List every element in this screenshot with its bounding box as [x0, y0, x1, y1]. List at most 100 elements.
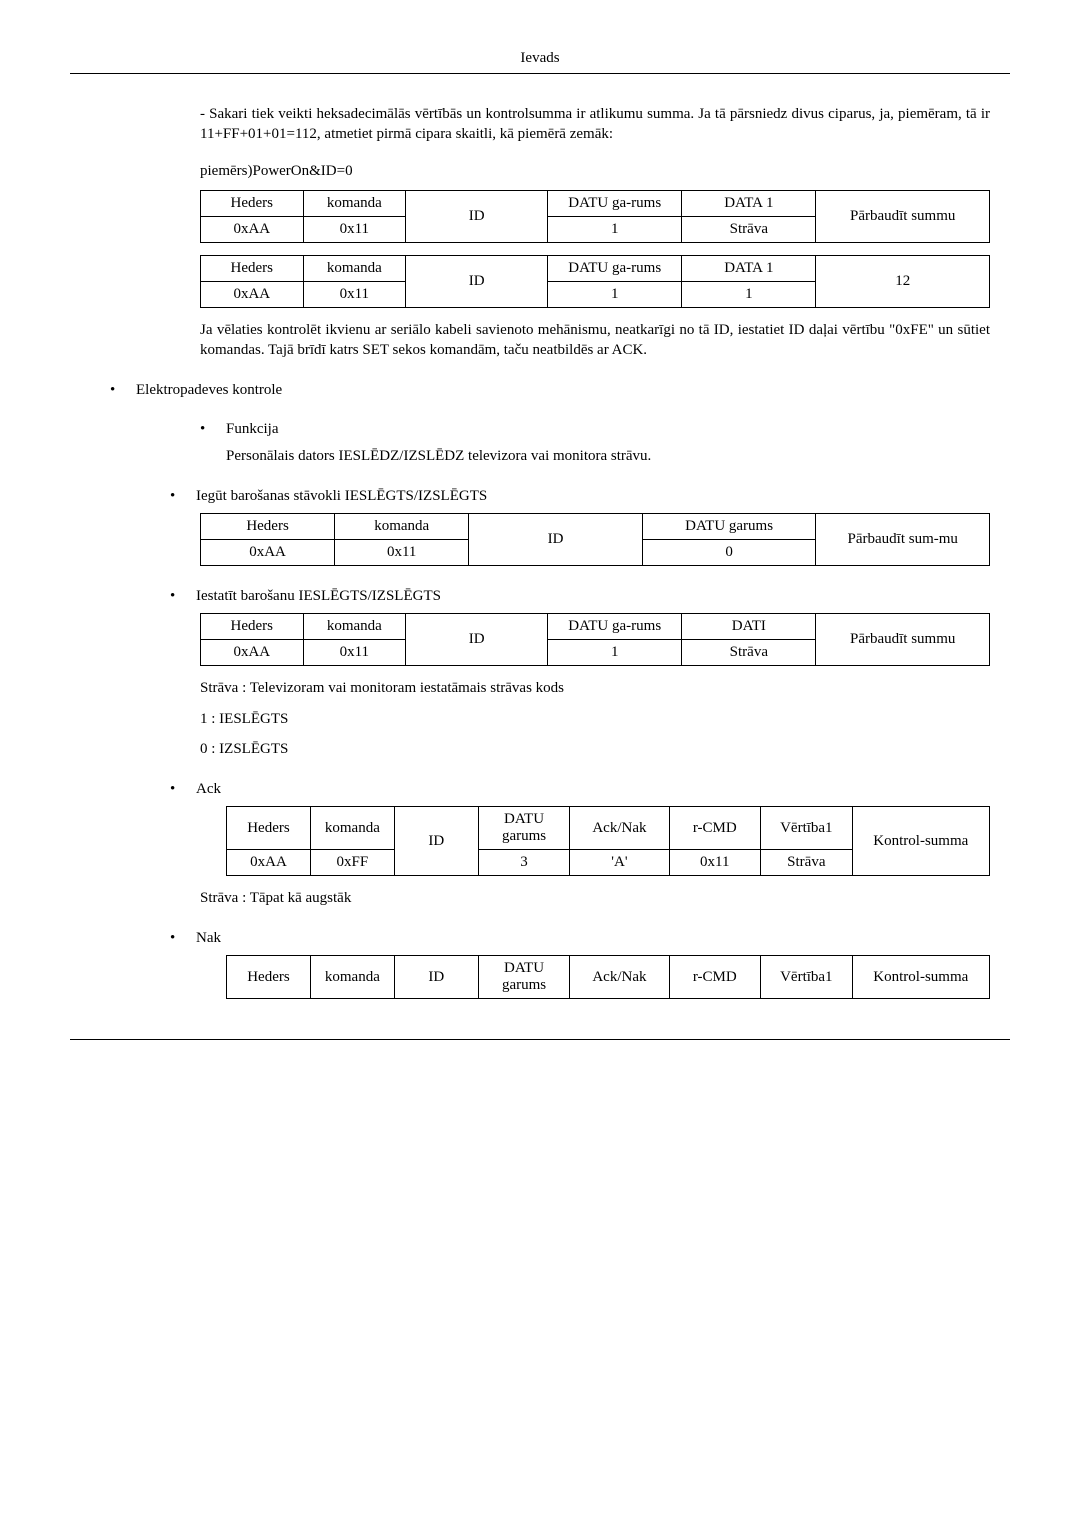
- cell: 1: [548, 281, 682, 307]
- table-row: Heders komanda ID DATU ga-rums DATA 1 Pā…: [201, 190, 990, 216]
- cell: Heders: [227, 956, 311, 999]
- bullet-function: • Funkcija: [200, 421, 990, 438]
- page-header: Ievads: [70, 50, 1010, 74]
- table-row: Heders komanda ID DATU garums Pārbaudīt …: [201, 514, 990, 540]
- bullet-icon: •: [110, 382, 136, 399]
- footer-rule: [70, 1039, 1010, 1040]
- cell: DATA 1: [682, 255, 816, 281]
- power-off-code: 0 : IZSLĒGTS: [200, 739, 990, 759]
- table-row: Heders komanda ID DATU garums Ack/Nak r-…: [227, 956, 990, 999]
- table-poweron-1: Heders komanda ID DATU ga-rums DATA 1 Pā…: [200, 190, 990, 243]
- cell: 0xAA: [227, 850, 311, 876]
- bullet-label: Iestatīt barošanu IESLĒGTS/IZSLĒGTS: [196, 588, 441, 605]
- table-row: Heders komanda ID DATU ga-rums DATA 1 12: [201, 255, 990, 281]
- cell: Strāva: [682, 640, 816, 666]
- cell: DATU garums: [642, 514, 816, 540]
- intro-paragraph: - Sakari tiek veikti heksadecimālās vērt…: [200, 104, 990, 145]
- table-ack: Heders komanda ID DATU garums Ack/Nak r-…: [226, 806, 990, 876]
- cell: DATU garums: [478, 956, 570, 999]
- cell: Vērtība1: [761, 807, 853, 850]
- cell: 0x11: [303, 216, 406, 242]
- table-set-power: Heders komanda ID DATU ga-rums DATI Pārb…: [200, 613, 990, 666]
- cell: Ack/Nak: [570, 807, 669, 850]
- table-poweron-2: Heders komanda ID DATU ga-rums DATA 1 12…: [200, 255, 990, 308]
- cell: 0x11: [303, 281, 406, 307]
- bullet-ack: • Ack: [170, 781, 990, 798]
- cell: ID: [406, 190, 548, 242]
- cell: ID: [394, 807, 478, 876]
- cell: 1: [682, 281, 816, 307]
- bullet-power-control: • Elektropadeves kontrole: [110, 382, 990, 399]
- cell: komanda: [310, 956, 394, 999]
- cell: DATU garums: [478, 807, 570, 850]
- cell: Heders: [227, 807, 311, 850]
- table-row: Heders komanda ID DATU ga-rums DATI Pārb…: [201, 614, 990, 640]
- bullet-label: Funkcija: [226, 421, 279, 438]
- ack-desc: Strāva : Tāpat kā augstāk: [200, 888, 990, 908]
- cell: 3: [478, 850, 570, 876]
- cell: 0xAA: [201, 540, 335, 566]
- cell: 0x11: [669, 850, 761, 876]
- table-nak: Heders komanda ID DATU garums Ack/Nak r-…: [226, 955, 990, 999]
- cell: 0: [642, 540, 816, 566]
- cell: Pārbaudīt summu: [816, 614, 990, 666]
- cell: komanda: [303, 190, 406, 216]
- bullet-label: Iegūt barošanas stāvokli IESLĒGTS/IZSLĒG…: [196, 488, 487, 505]
- cell: Kontrol-summa: [852, 956, 989, 999]
- cell: DATU ga-rums: [548, 614, 682, 640]
- cell: r-CMD: [669, 956, 761, 999]
- cell: ID: [406, 614, 548, 666]
- cell: Heders: [201, 514, 335, 540]
- cell: ID: [469, 514, 643, 566]
- cell: Heders: [201, 190, 304, 216]
- power-on-code: 1 : IESLĒGTS: [200, 709, 990, 729]
- bullet-icon: •: [170, 930, 196, 947]
- cell: 0xFF: [310, 850, 394, 876]
- example-label: piemērs)PowerOn&ID=0: [200, 163, 990, 180]
- cell: 1: [548, 216, 682, 242]
- cell: komanda: [303, 255, 406, 281]
- cell: ID: [406, 255, 548, 307]
- cell: komanda: [310, 807, 394, 850]
- bullet-icon: •: [170, 781, 196, 798]
- cell: 0xAA: [201, 216, 304, 242]
- cell: r-CMD: [669, 807, 761, 850]
- bullet-label: Elektropadeves kontrole: [136, 382, 282, 399]
- cell: Heders: [201, 255, 304, 281]
- cell: DATU ga-rums: [548, 190, 682, 216]
- cell: DATU ga-rums: [548, 255, 682, 281]
- cell: Kontrol-summa: [852, 807, 989, 876]
- cell: komanda: [303, 614, 406, 640]
- cell: Strāva: [761, 850, 853, 876]
- cell: 0xAA: [201, 640, 304, 666]
- bullet-label: Ack: [196, 781, 221, 798]
- cell: Pārbaudīt sum-mu: [816, 514, 990, 566]
- function-desc: Personālais dators IESLĒDZ/IZSLĒDZ telev…: [226, 446, 990, 466]
- cell: 12: [816, 255, 990, 307]
- cell: 0x11: [303, 640, 406, 666]
- set-power-desc: Strāva : Televizoram vai monitoram iesta…: [200, 678, 990, 698]
- cell: ID: [394, 956, 478, 999]
- bullet-label: Nak: [196, 930, 221, 947]
- cell: komanda: [335, 514, 469, 540]
- cell: 1: [548, 640, 682, 666]
- cell: DATI: [682, 614, 816, 640]
- cell: 'A': [570, 850, 669, 876]
- page-title: Ievads: [520, 50, 559, 66]
- cell: Heders: [201, 614, 304, 640]
- table-get-power: Heders komanda ID DATU garums Pārbaudīt …: [200, 513, 990, 566]
- cell: 0x11: [335, 540, 469, 566]
- cell: Ack/Nak: [570, 956, 669, 999]
- bullet-set-power: • Iestatīt barošanu IESLĒGTS/IZSLĒGTS: [170, 588, 990, 605]
- after-tables-paragraph: Ja vēlaties kontrolēt ikvienu ar seriālo…: [200, 320, 990, 361]
- cell: Vērtība1: [761, 956, 853, 999]
- bullet-icon: •: [200, 421, 226, 438]
- cell: Strāva: [682, 216, 816, 242]
- cell: Pārbaudīt summu: [816, 190, 990, 242]
- bullet-get-power: • Iegūt barošanas stāvokli IESLĒGTS/IZSL…: [170, 488, 990, 505]
- cell: DATA 1: [682, 190, 816, 216]
- table-row: Heders komanda ID DATU garums Ack/Nak r-…: [227, 807, 990, 850]
- bullet-nak: • Nak: [170, 930, 990, 947]
- cell: 0xAA: [201, 281, 304, 307]
- bullet-icon: •: [170, 488, 196, 505]
